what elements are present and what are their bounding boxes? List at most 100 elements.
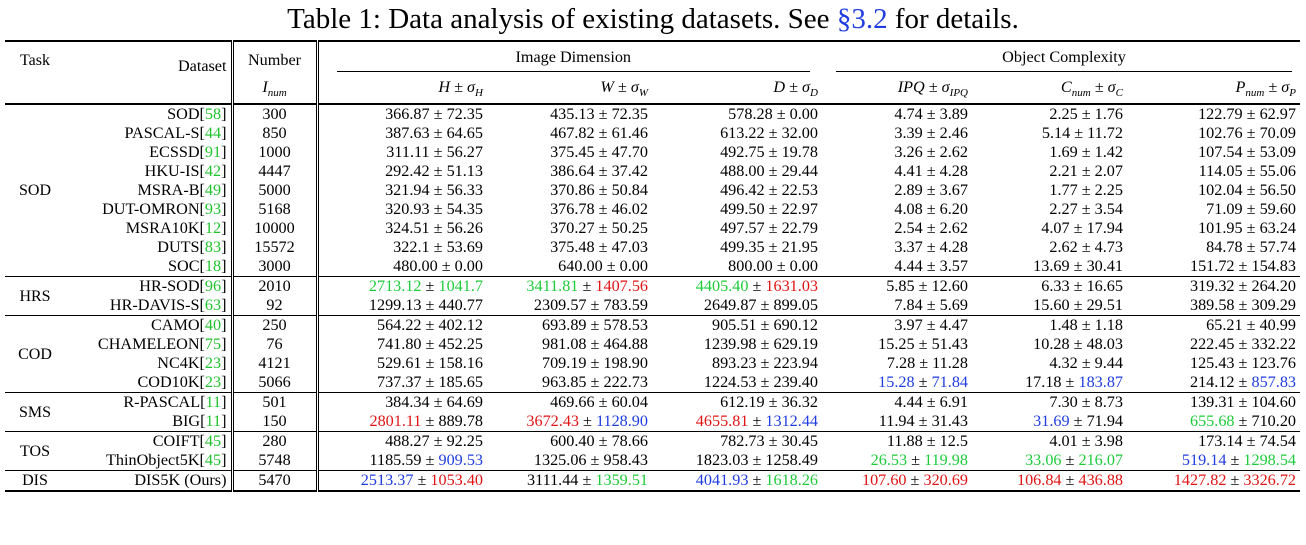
ipq-cell: 4.44 ± 6.91 bbox=[822, 392, 972, 413]
dataset-label: BIG bbox=[172, 412, 201, 431]
citation-link[interactable]: 63 bbox=[204, 296, 222, 315]
citation-link[interactable]: 23 bbox=[204, 354, 222, 373]
height-cell: 488.27 ± 92.25 bbox=[317, 431, 487, 452]
ref-bracket-open: [ bbox=[199, 277, 205, 296]
width-cell: 600.40 ± 78.66 bbox=[487, 431, 652, 452]
ref-bracket-close: ] bbox=[221, 124, 227, 143]
section-link[interactable]: §3.2 bbox=[836, 3, 888, 35]
task-cell: SMS bbox=[5, 392, 65, 432]
dataset-label: HKU-IS bbox=[144, 162, 200, 181]
header-pnum-base: P bbox=[1235, 78, 1246, 96]
pnum-cell-pm: ± bbox=[1226, 451, 1244, 470]
ref-bracket-close: ] bbox=[221, 219, 227, 238]
diagonal-cell: 488.00 ± 29.44 bbox=[720, 162, 818, 181]
pnum-cell: 655.68 ± 710.20 bbox=[1127, 412, 1300, 432]
width-cell-pm: ± bbox=[578, 277, 596, 296]
ref-bracket-close: ] bbox=[221, 373, 227, 392]
ipq-cell: 4.08 ± 6.20 bbox=[894, 200, 968, 219]
citation-link[interactable]: 45 bbox=[204, 451, 222, 470]
citation-link[interactable]: 12 bbox=[204, 219, 222, 238]
width-cell: 435.13 ± 72.35 bbox=[487, 103, 652, 125]
height-cell-std: 1041.7 bbox=[438, 277, 483, 296]
citation-link[interactable]: 18 bbox=[204, 257, 222, 276]
dataset-label: R-PASCAL bbox=[123, 393, 201, 412]
citation-link[interactable]: 83 bbox=[204, 238, 222, 257]
width-cell-pm: ± bbox=[578, 471, 596, 490]
ref-bracket-close: ] bbox=[221, 200, 227, 219]
ref-bracket-close: ] bbox=[221, 393, 227, 412]
height-cell-mean: 2513.37 bbox=[360, 471, 414, 490]
ipq-cell: 4.44 ± 3.57 bbox=[894, 257, 968, 276]
width-cell: 3411.81 ± 1407.56 bbox=[487, 276, 652, 297]
width-cell: 1325.06 ± 958.43 bbox=[533, 451, 648, 470]
width-cell-std: 1128.90 bbox=[595, 412, 648, 431]
table-row: ECSSD[91] 1000 311.11 ± 56.27 375.45 ± 47.7… bbox=[5, 143, 1300, 163]
citation-link[interactable]: 93 bbox=[204, 200, 222, 219]
citation-link[interactable]: 91 bbox=[204, 143, 222, 162]
citation-link[interactable]: 75 bbox=[204, 335, 222, 354]
diagonal-cell-mean: 4041.93 bbox=[695, 471, 749, 490]
citation-link[interactable]: 40 bbox=[204, 316, 222, 335]
height-cell: 324.51 ± 56.26 bbox=[385, 219, 483, 238]
citation-link[interactable]: 42 bbox=[204, 162, 222, 181]
height-cell: 480.00 ± 0.00 bbox=[393, 257, 483, 276]
ipq-cell: 7.28 ± 11.28 bbox=[886, 354, 968, 373]
ipq-cell: 11.88 ± 12.5 bbox=[822, 431, 972, 452]
citation-link[interactable]: 49 bbox=[204, 181, 222, 200]
header-blank-task bbox=[5, 78, 65, 104]
pnum-cell-std: 3326.72 bbox=[1243, 471, 1296, 490]
citation-link[interactable]: 11 bbox=[205, 412, 222, 431]
dataset-name: DUTS[83] bbox=[65, 238, 234, 258]
image-count: 2010 bbox=[232, 276, 319, 297]
diagonal-cell: 497.57 ± 22.79 bbox=[720, 219, 818, 238]
citation-link[interactable]: 96 bbox=[204, 277, 222, 296]
citation-link[interactable]: 23 bbox=[204, 373, 222, 392]
ref-bracket-open: [ bbox=[199, 432, 205, 451]
dataset-name: CAMO[40] bbox=[65, 315, 234, 336]
cnum-cell: 106.84 ± 436.88 bbox=[972, 470, 1127, 492]
citation-link[interactable]: 11 bbox=[205, 393, 222, 412]
cnum-cell: 2.62 ± 4.73 bbox=[1049, 238, 1123, 257]
height-cell: 1185.59 ± 909.53 bbox=[317, 451, 487, 471]
ref-bracket-close: ] bbox=[221, 335, 227, 354]
table-row: MSRA-B[49] 5000 321.94 ± 56.33 370.86 ± 50.… bbox=[5, 181, 1300, 201]
citation-link[interactable]: 58 bbox=[204, 105, 222, 124]
ref-bracket-open: [ bbox=[199, 162, 205, 181]
pnum-cell-mean: 214.12 bbox=[1189, 373, 1235, 392]
image-count: 280 bbox=[232, 431, 319, 452]
header-blank-dataset bbox=[65, 78, 234, 105]
pnum-cell: 1427.82 ± 3326.72 bbox=[1127, 470, 1300, 492]
table-row: COD10K[23] 5066 737.37 ± 185.65 963.85 ± 22… bbox=[5, 373, 1300, 393]
dataset-label: CAMO bbox=[150, 316, 200, 335]
pnum-cell-mean: 1427.82 bbox=[1173, 471, 1227, 490]
width-cell: 693.89 ± 578.53 bbox=[487, 315, 652, 336]
dataset-name: SOD[58] bbox=[65, 103, 234, 125]
header-inum: Inum bbox=[232, 78, 319, 105]
width-cell: 709.19 ± 198.90 bbox=[541, 354, 648, 373]
image-count: 250 bbox=[232, 315, 319, 336]
width-cell-mean: 3672.43 bbox=[526, 412, 579, 431]
ref-bracket-close: ] bbox=[221, 238, 227, 257]
header-cnum-sub: num bbox=[1071, 87, 1091, 100]
diagonal-cell: 4041.93 ± 1618.26 bbox=[652, 470, 822, 492]
height-cell-std: 889.78 bbox=[438, 412, 483, 431]
table-row: HKU-IS[42] 4447 292.42 ± 51.13 386.64 ± 37.… bbox=[5, 162, 1300, 182]
width-cell-mean: 3111.44 bbox=[526, 471, 579, 490]
citation-link[interactable]: 44 bbox=[204, 124, 222, 143]
citation-link[interactable]: 45 bbox=[204, 432, 222, 451]
diagonal-cell: 578.28 ± 0.00 bbox=[652, 103, 822, 125]
diagonal-cell-pm: ± bbox=[748, 412, 766, 431]
cnum-cell: 5.14 ± 11.72 bbox=[1041, 124, 1123, 143]
diagonal-cell: 492.75 ± 19.78 bbox=[720, 143, 818, 162]
table-row: PASCAL-S[44] 850 387.63 ± 64.65 467.82 ± 61… bbox=[5, 124, 1300, 144]
ipq-cell: 3.97 ± 4.47 bbox=[822, 315, 972, 336]
pnum-cell-pm: ± bbox=[1226, 471, 1244, 490]
image-count: 501 bbox=[232, 392, 319, 413]
diagonal-cell: 800.00 ± 0.00 bbox=[728, 257, 818, 276]
width-cell: 3111.44 ± 1359.51 bbox=[487, 470, 652, 492]
ipq-cell: 2.54 ± 2.62 bbox=[894, 219, 968, 238]
header-image-dimension: Image Dimension bbox=[317, 41, 822, 78]
ipq-cell-std: 119.98 bbox=[924, 451, 968, 470]
pnum-cell-mean: 655.68 bbox=[1189, 412, 1235, 431]
ref-bracket-close: ] bbox=[221, 432, 227, 451]
